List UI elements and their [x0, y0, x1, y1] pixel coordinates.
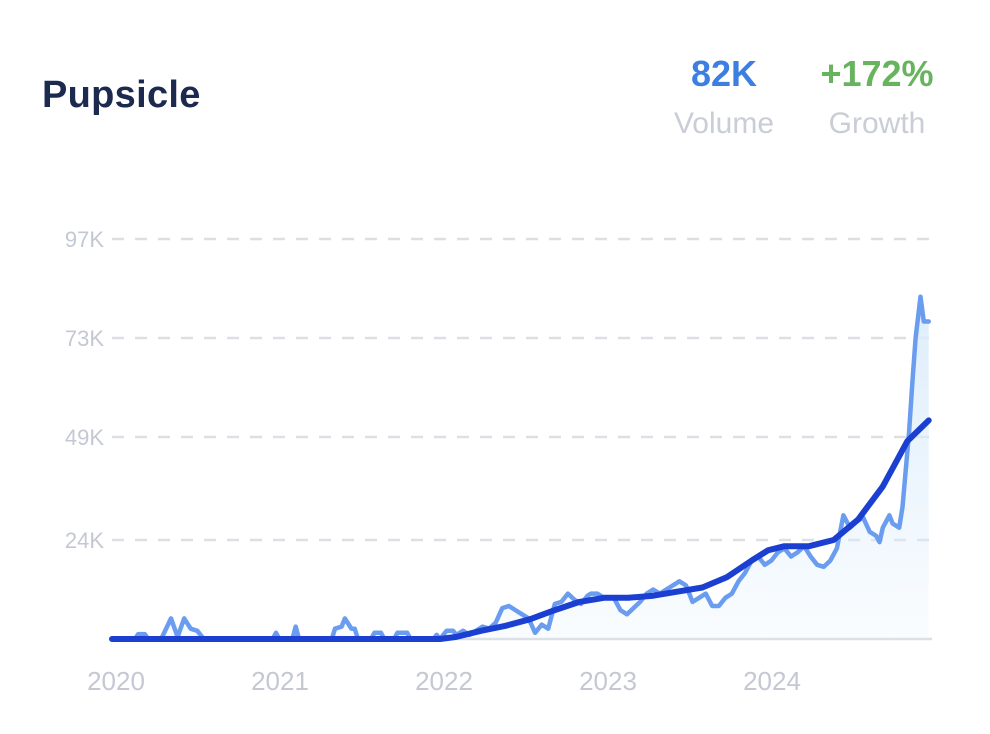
y-tick-label: 49K [65, 425, 104, 450]
volume-stat: 82K Volume [664, 52, 784, 144]
chart-title: Pupsicle [42, 74, 201, 116]
x-tick-label: 2023 [579, 666, 637, 696]
y-tick-label: 73K [65, 326, 104, 351]
trend-series-line [109, 417, 932, 642]
x-tick-label: 2024 [743, 666, 801, 696]
volume-label: Volume [673, 107, 775, 140]
y-tick-label: 24K [65, 528, 104, 553]
x-tick-label: 2020 [87, 666, 145, 696]
growth-label: Growth [828, 107, 926, 140]
volume-value: 82K [690, 53, 758, 94]
growth-value: +172% [820, 53, 934, 94]
x-tick-label: 2022 [415, 666, 473, 696]
x-tick-label: 2021 [251, 666, 309, 696]
growth-stat: +172% Growth [812, 52, 942, 144]
y-tick-label: 97K [65, 227, 104, 252]
raw-series-area [112, 296, 929, 639]
